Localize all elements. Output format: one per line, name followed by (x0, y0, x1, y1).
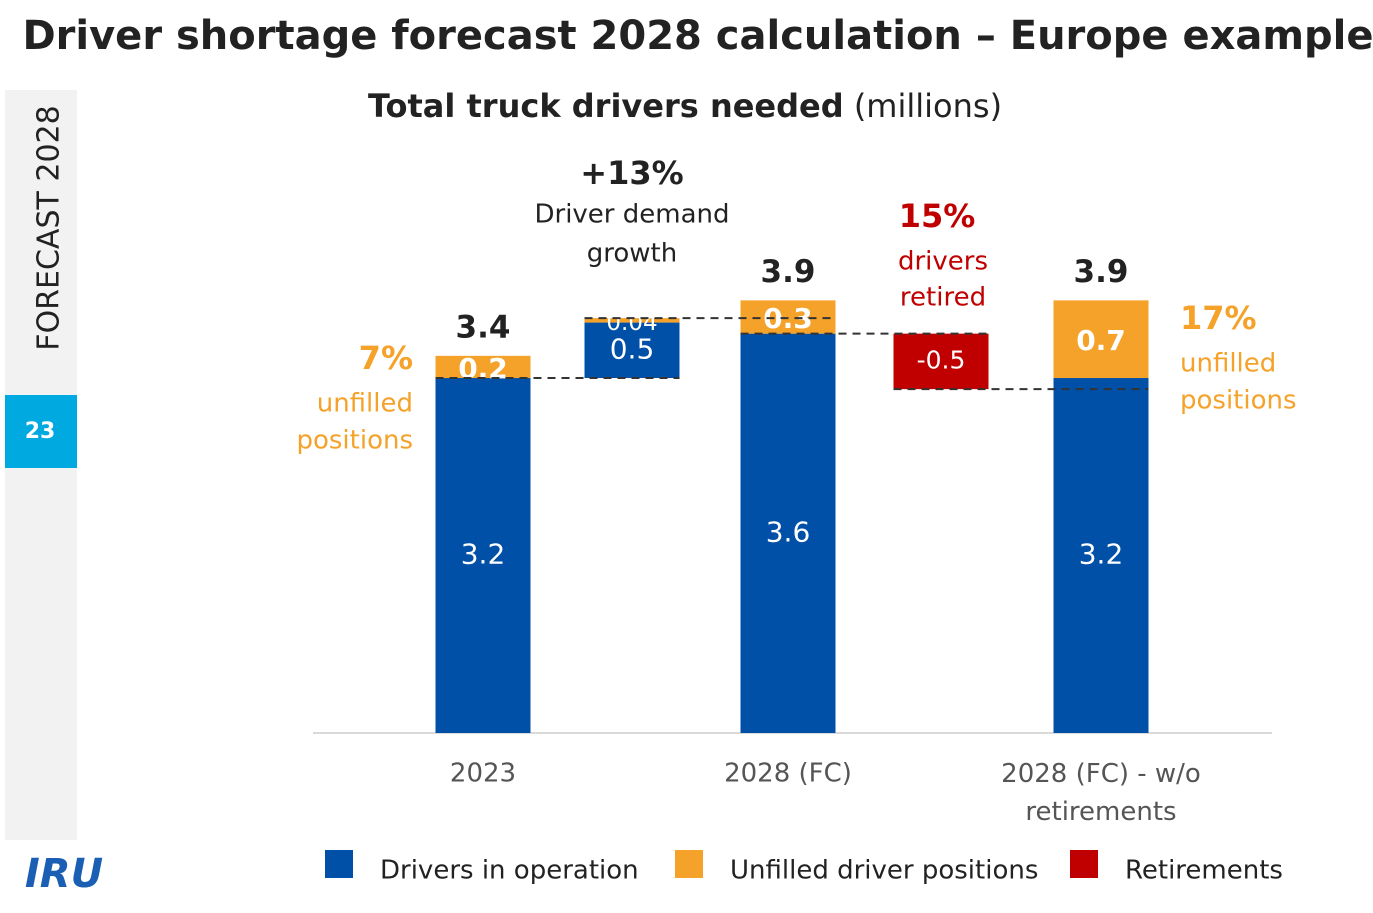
annotation-text: growth (587, 239, 677, 269)
total-label: 3.9 (761, 254, 816, 290)
legend-label: Unfilled driver positions (730, 856, 1038, 886)
annotation-text: drivers (898, 247, 988, 277)
legend-swatch (1070, 850, 1098, 878)
unfilled-bar (740, 300, 836, 334)
data-label: 0.2 (458, 352, 508, 385)
annotation-value: +13% (580, 154, 683, 192)
annotation-text: positions (1180, 386, 1297, 416)
data-label: 3.2 (461, 538, 506, 571)
data-label: 0.7 (1076, 324, 1126, 357)
chart-title-unit: (millions) (854, 87, 1002, 125)
x-tick-label: 2028 (FC) - w/o retirements (1001, 759, 1201, 827)
drivers-bar (435, 378, 531, 733)
legend-label: Drivers in operation (380, 856, 639, 886)
drivers-bar (740, 333, 836, 733)
annotation-value: 7% (359, 339, 413, 377)
annotation-value: 17% (1180, 299, 1257, 337)
x-tick-line: 2028 (FC) - w/o (1001, 759, 1201, 789)
annotation-text: retired (900, 283, 986, 313)
unfilled-bar (435, 355, 531, 379)
x-tick-label: 2023 (450, 759, 516, 789)
data-label: 0.5 (610, 332, 655, 365)
legend-swatch (325, 850, 353, 878)
annotation-text: unfilled (1180, 349, 1276, 379)
drivers-bar (584, 322, 680, 379)
legend-swatch (675, 850, 703, 878)
x-tick-line: retirements (1025, 797, 1176, 827)
page-badge (5, 395, 77, 468)
annotation-text: Driver demand (534, 200, 729, 230)
logo: IRU (25, 851, 103, 897)
unfilled-bar (1053, 300, 1149, 379)
total-label: 3.9 (1074, 254, 1129, 290)
data-label: 3.2 (1079, 538, 1124, 571)
annotation-value: 15% (899, 197, 976, 235)
data-label: 0.04 (606, 310, 657, 336)
annotation-text: unfilled (317, 389, 413, 419)
section-label: FORECAST 2028 (32, 105, 67, 350)
legend-label: Retirements (1125, 856, 1283, 886)
chart-title: Total truck drivers needed (millions) (368, 87, 1002, 125)
chart-title-main: Total truck drivers needed (368, 87, 844, 125)
retirement-bar (893, 333, 989, 390)
total-label: 3.4 (456, 309, 511, 345)
page-title: Driver shortage forecast 2028 calculatio… (22, 13, 1373, 59)
data-label: -0.5 (917, 345, 966, 374)
unfilled-bar (584, 318, 680, 323)
x-tick-label: 2028 (FC) (724, 759, 852, 789)
drivers-bar (1053, 378, 1149, 733)
data-label: 3.6 (766, 515, 811, 548)
page-number: 23 (25, 419, 56, 444)
annotation-text: positions (296, 426, 413, 456)
